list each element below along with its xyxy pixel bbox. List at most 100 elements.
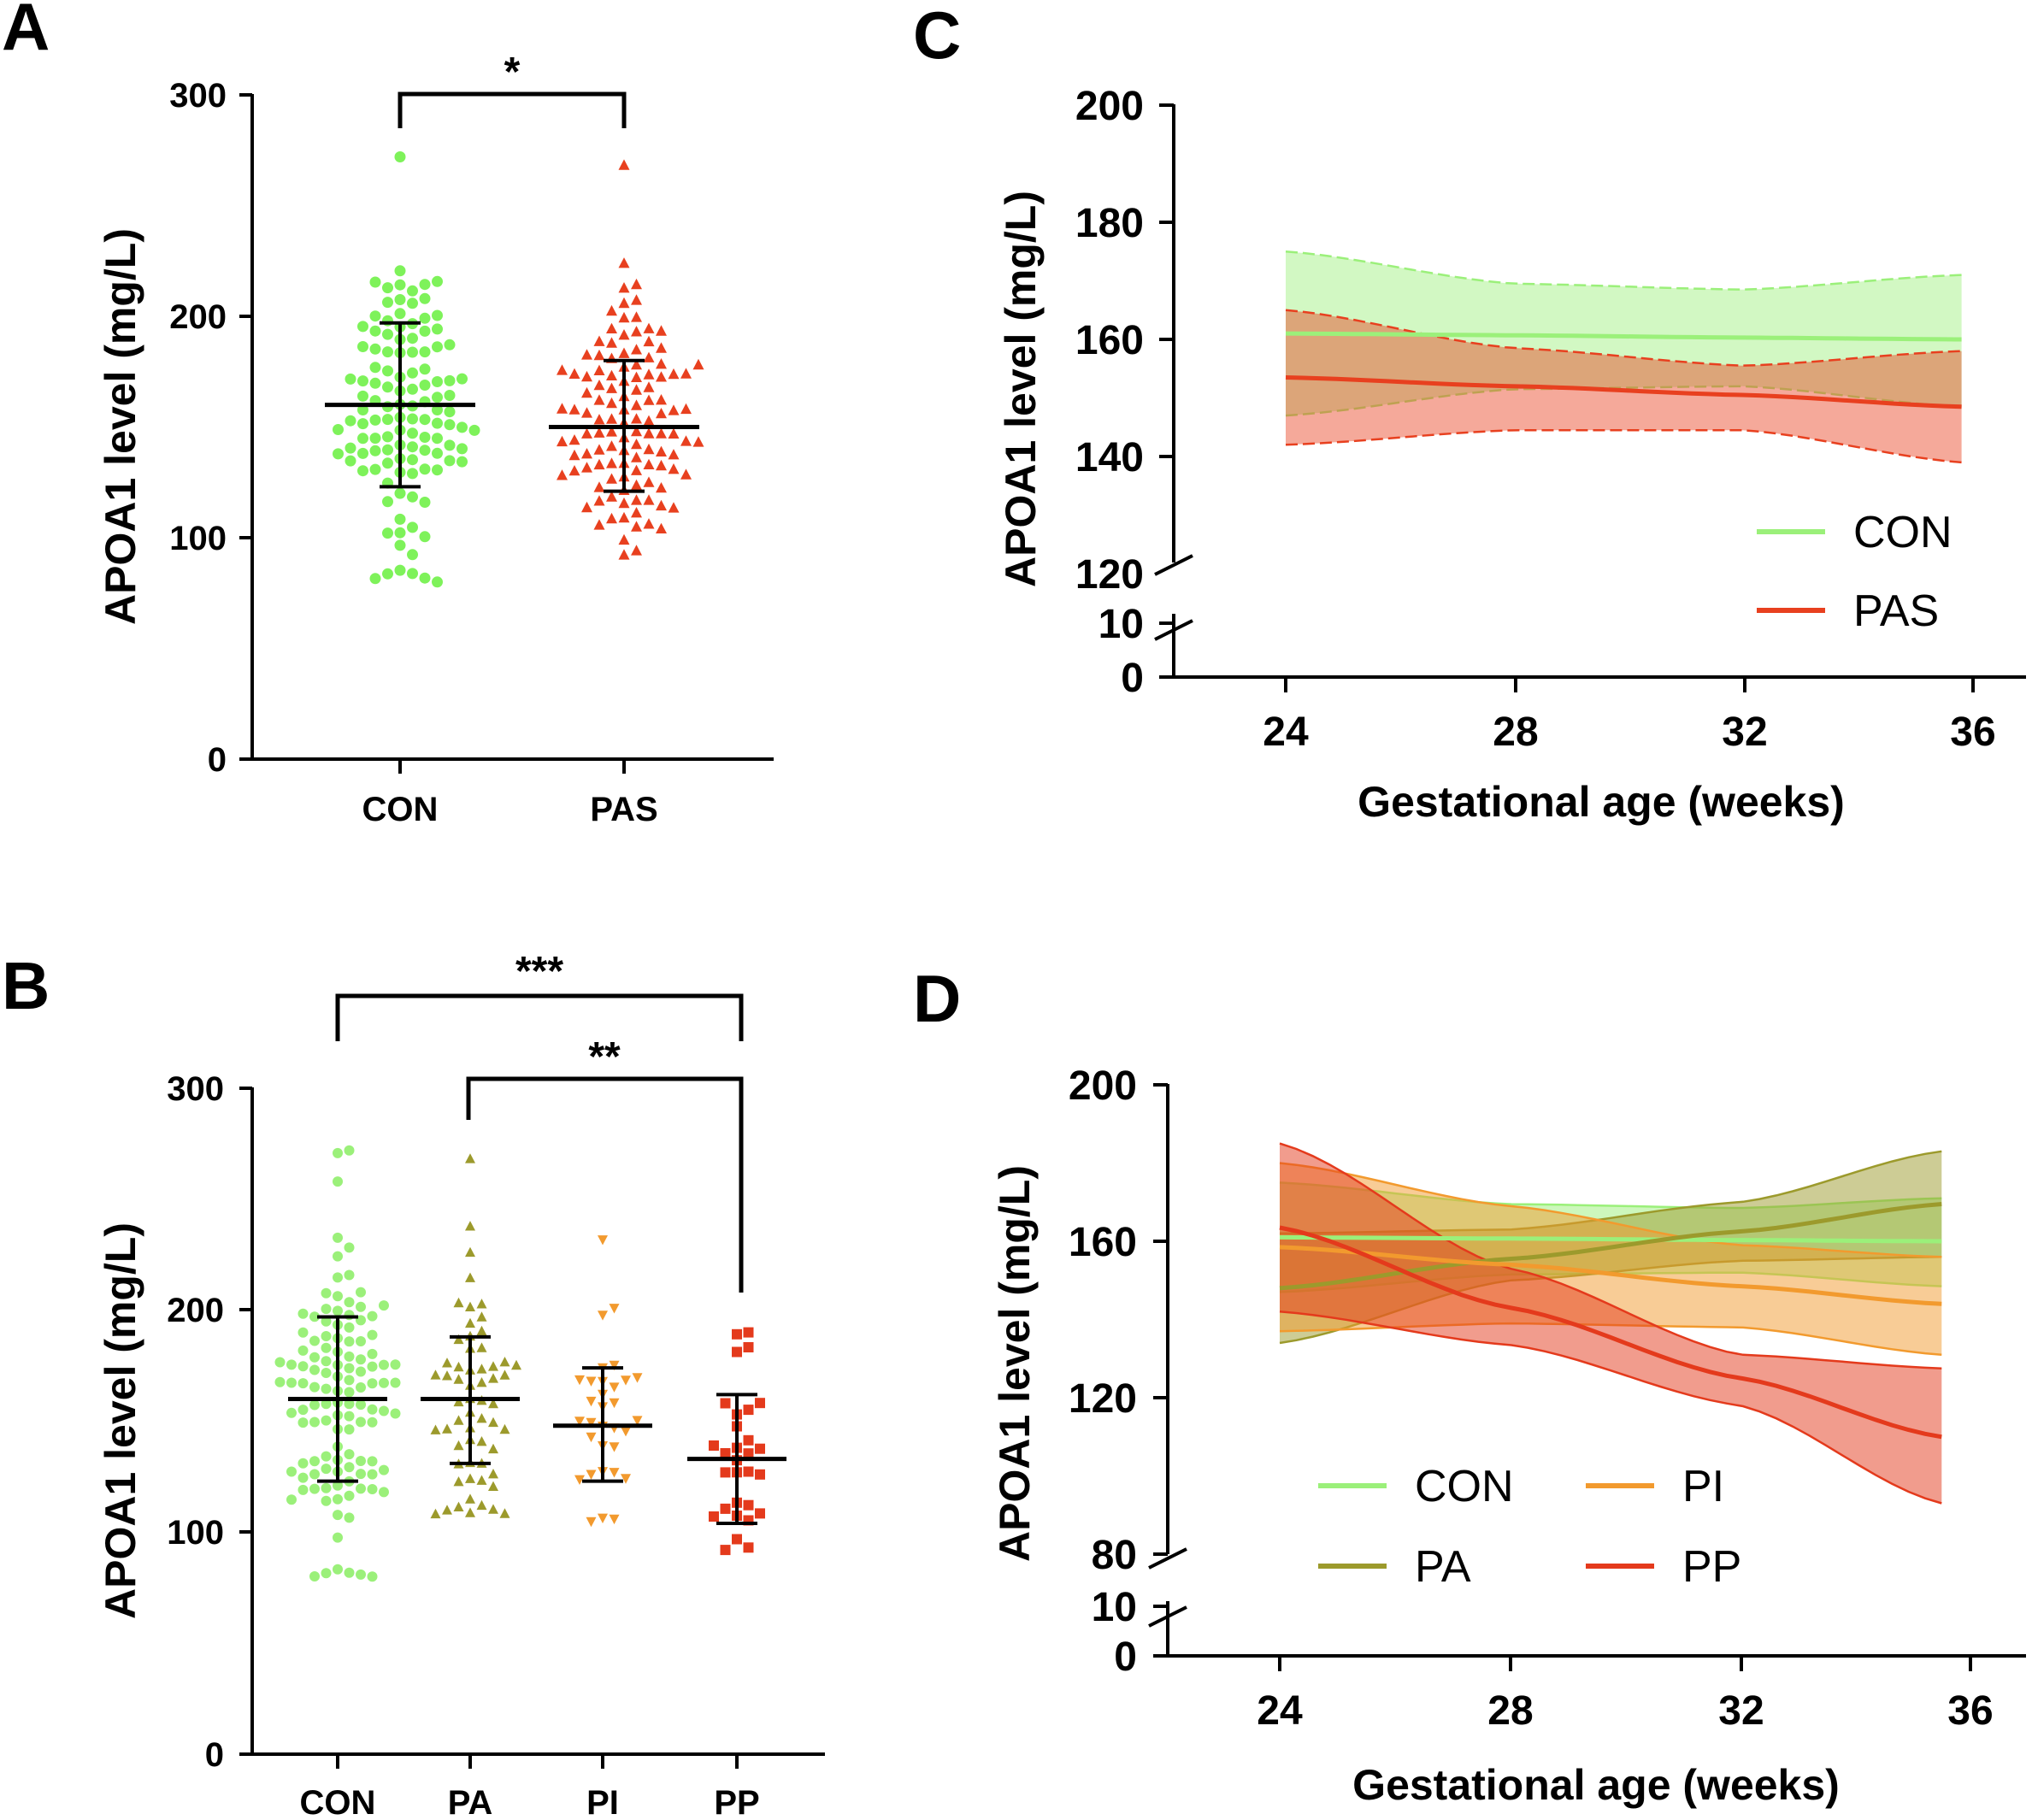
point-pas-36 xyxy=(668,449,680,460)
ci-band-con xyxy=(1286,251,1962,416)
point-pas-19 xyxy=(668,404,680,415)
point-pas-109 xyxy=(631,311,642,322)
panel-a-y-axis-title: APOA1 level (mg/L) xyxy=(97,228,144,625)
point-pa-56 xyxy=(465,1272,475,1282)
point-pi-22 xyxy=(621,1474,631,1484)
panel-c-legend: CON PAS xyxy=(1757,508,1952,636)
panel-d-xtick-32: 32 xyxy=(1718,1688,1764,1734)
point-con-19 xyxy=(286,1377,297,1388)
point-con-81 xyxy=(432,323,443,335)
point-pa-38 xyxy=(465,1317,475,1328)
point-con-104 xyxy=(407,521,418,533)
point-pp-15 xyxy=(743,1405,754,1416)
panel-c-ytick-160: 160 xyxy=(1075,318,1144,363)
point-con-15 xyxy=(367,1378,378,1389)
point-pas-62 xyxy=(643,368,655,380)
panel-c-ytick-200: 200 xyxy=(1075,84,1144,129)
point-pas-2 xyxy=(606,426,617,437)
point-con-24 xyxy=(369,377,381,389)
point-pi-30 xyxy=(609,1304,620,1314)
point-pas-82 xyxy=(581,349,592,360)
point-con-68 xyxy=(382,457,393,469)
point-pas-118 xyxy=(618,257,630,268)
panel-c-y-axis-title: APOA1 level (mg/L) xyxy=(997,191,1045,587)
panel-b-ytick-200: 200 xyxy=(167,1292,224,1329)
point-pa-48 xyxy=(465,1493,475,1504)
point-con-93 xyxy=(379,1487,389,1498)
point-con-106 xyxy=(432,275,443,287)
panel-d-ytick-0: 0 xyxy=(1114,1634,1137,1680)
point-pas-40 xyxy=(581,386,592,398)
panel-c-xtick-36: 36 xyxy=(1950,710,1995,755)
point-pas-99 xyxy=(606,512,617,524)
panel-a: 0 100 200 300 CON PAS APOA1 level (mg/L)… xyxy=(97,50,774,828)
point-pas-52 xyxy=(631,464,642,475)
point-con-28 xyxy=(444,374,456,386)
point-pi-20 xyxy=(586,1470,597,1480)
point-con-23 xyxy=(344,1375,355,1386)
point-pp-8 xyxy=(720,1467,731,1478)
point-pas-10 xyxy=(606,413,617,424)
point-con-93 xyxy=(382,496,393,508)
point-pa-40 xyxy=(465,1473,475,1483)
point-pa-16 xyxy=(476,1364,487,1374)
point-con-108 xyxy=(333,1251,343,1262)
point-con-90 xyxy=(367,1484,378,1494)
point-con-119 xyxy=(344,1145,355,1156)
point-pa-25 xyxy=(499,1357,510,1367)
point-pi-28 xyxy=(586,1517,597,1528)
point-con-20 xyxy=(432,417,443,429)
point-pi-6 xyxy=(586,1432,597,1443)
point-pas-61 xyxy=(606,369,617,380)
point-con-77 xyxy=(407,468,418,480)
point-pas-43 xyxy=(606,457,617,468)
point-pas-8 xyxy=(581,427,592,439)
point-pas-108 xyxy=(618,311,630,323)
point-con-32 xyxy=(309,1364,320,1375)
point-con-96 xyxy=(382,297,393,309)
panel-a-xtick-pas: PAS xyxy=(590,791,657,828)
panel-d: 200 160 120 80 10 0 24 28 32 36 Gestatio… xyxy=(991,1063,2026,1809)
point-pas-13 xyxy=(656,408,667,419)
panel-c-y-axis xyxy=(1154,104,1193,677)
point-pas-88 xyxy=(631,344,642,355)
point-con-111 xyxy=(333,1564,343,1575)
point-con-52 xyxy=(369,445,381,456)
point-pa-27 xyxy=(476,1436,487,1446)
point-con-46 xyxy=(444,439,456,451)
point-pp-21 xyxy=(709,1511,719,1522)
ci-upper-con xyxy=(1285,250,1962,291)
point-pa-52 xyxy=(442,1505,452,1515)
point-pa-54 xyxy=(499,1508,510,1518)
point-con-101 xyxy=(321,1287,332,1299)
point-pas-41 xyxy=(631,384,642,395)
panel-b-xtick-con: CON xyxy=(300,1784,376,1820)
panel-c-xtick-28: 28 xyxy=(1493,710,1538,755)
point-pas-58 xyxy=(656,371,667,382)
point-pas-101 xyxy=(656,325,667,336)
point-pas-33 xyxy=(593,394,605,405)
point-con-116 xyxy=(419,572,431,584)
point-con-62 xyxy=(321,1331,332,1341)
point-pas-26 xyxy=(631,399,642,410)
point-con-23 xyxy=(444,419,456,431)
panel-c-ytick-140: 140 xyxy=(1075,435,1144,480)
point-con-90 xyxy=(432,309,443,321)
point-pas-7 xyxy=(656,427,667,439)
point-con-87 xyxy=(356,1483,366,1494)
point-pas-95 xyxy=(593,335,605,346)
point-con-11 xyxy=(379,1405,389,1417)
panel-c-ytick-120: 120 xyxy=(1075,552,1144,598)
point-pi-17 xyxy=(609,1468,620,1478)
point-con-8 xyxy=(432,392,443,403)
point-con-60 xyxy=(309,1456,320,1467)
point-con-50 xyxy=(297,1345,309,1356)
fit-line-pas xyxy=(1285,375,1962,409)
panel-d-confidence-bands xyxy=(1279,1142,1942,1505)
point-pa-10 xyxy=(453,1415,464,1425)
point-con-98 xyxy=(419,292,431,304)
point-con-9 xyxy=(297,1405,309,1416)
point-pa-58 xyxy=(465,1221,475,1231)
point-pas-31 xyxy=(656,445,667,456)
panel-a-error-bars xyxy=(325,321,699,493)
